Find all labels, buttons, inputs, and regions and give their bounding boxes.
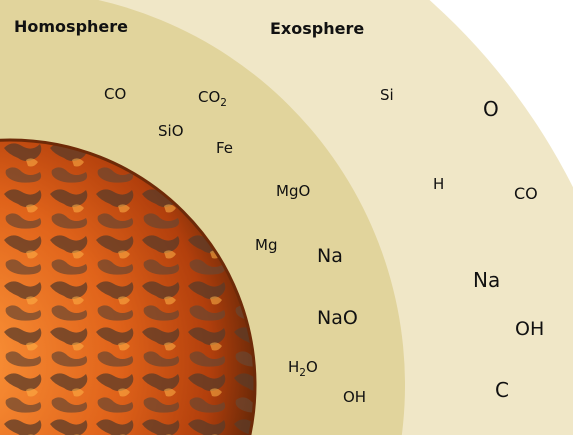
species-co2: CO2 xyxy=(198,88,227,109)
species-na-homosphere: Na xyxy=(317,245,343,267)
species-mgo: MgO xyxy=(276,182,311,200)
species-h2o-h: H xyxy=(288,358,300,376)
species-h2o: H2O xyxy=(288,358,318,379)
species-mg: Mg xyxy=(255,236,278,254)
species-o: O xyxy=(483,97,499,121)
planet-lava-texture xyxy=(0,141,254,435)
homosphere-title: Homosphere xyxy=(14,17,129,36)
species-co-homosphere: CO xyxy=(104,85,127,103)
species-co2-subscript: 2 xyxy=(220,97,227,109)
planet-rim xyxy=(0,138,257,435)
species-fe: Fe xyxy=(216,139,234,157)
species-si: Si xyxy=(380,86,394,104)
species-sio: SiO xyxy=(158,122,184,140)
species-co-exosphere: CO xyxy=(514,184,538,203)
species-oh-exosphere: OH xyxy=(515,318,545,340)
species-co2-main: CO xyxy=(198,88,221,106)
species-h2o-o: O xyxy=(305,358,318,376)
species-c: C xyxy=(495,378,509,402)
exosphere-title: Exosphere xyxy=(270,19,365,38)
species-oh-homosphere: OH xyxy=(343,388,367,406)
species-h: H xyxy=(433,175,445,193)
species-h2o-subscript: 2 xyxy=(299,367,306,379)
species-na-exosphere: Na xyxy=(473,268,501,292)
species-nao: NaO xyxy=(317,307,358,329)
